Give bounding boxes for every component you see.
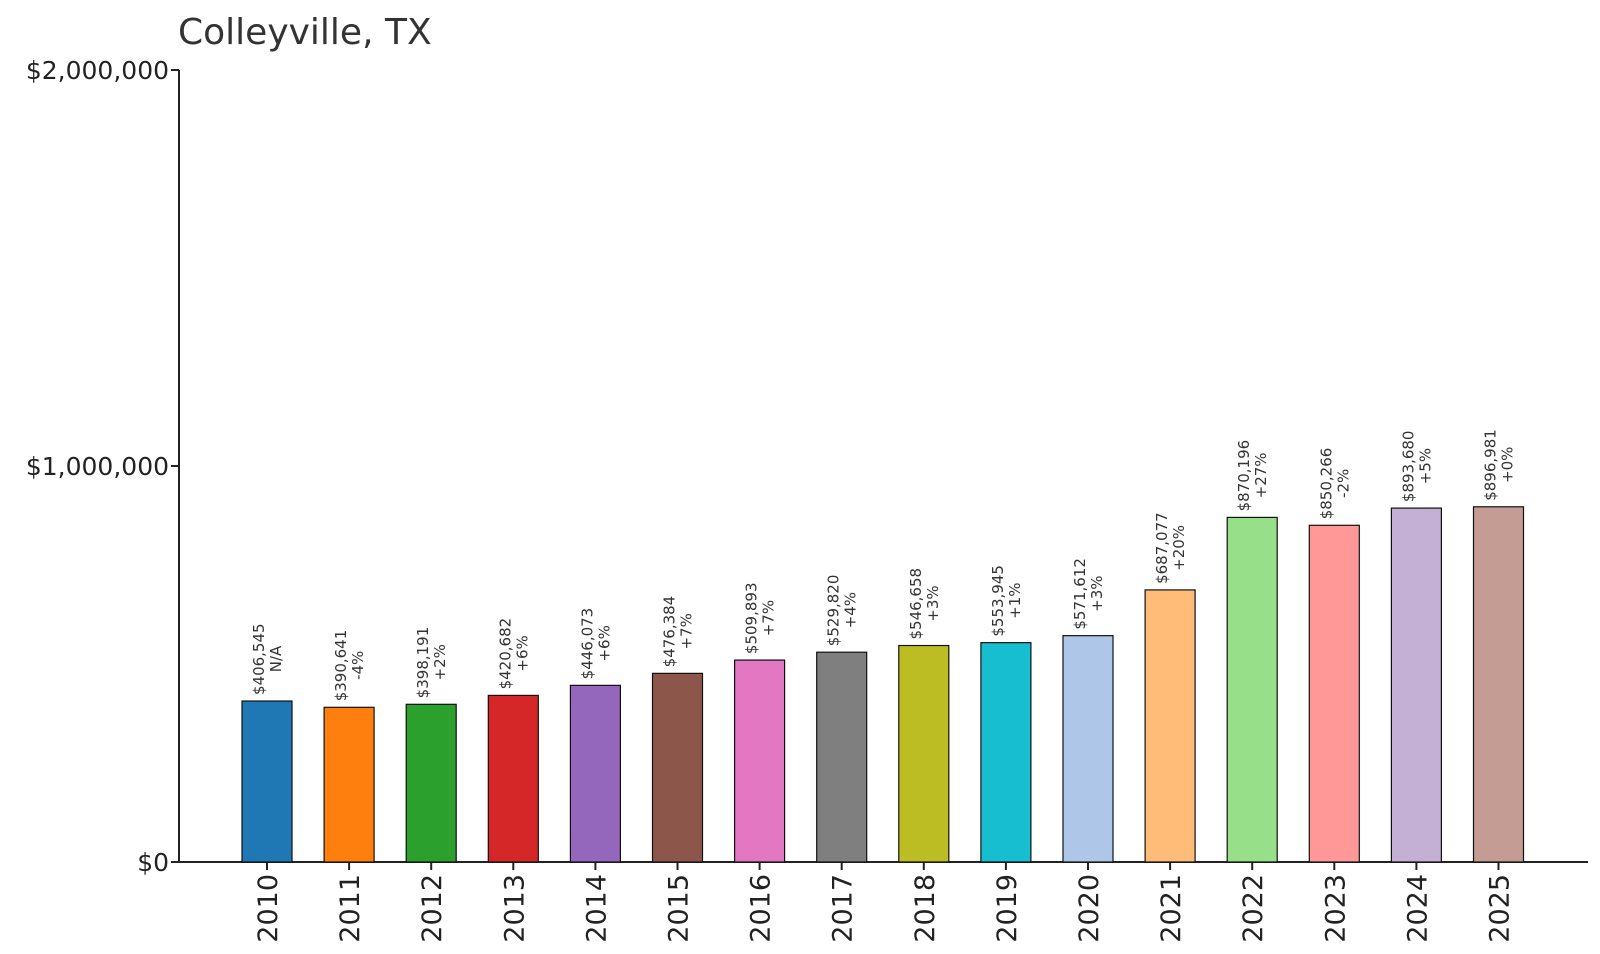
y-axis: $0 $1,000,000 $2,000,000: [26, 56, 180, 877]
bar-2013: [487, 694, 539, 863]
bar-change-label: +6%: [513, 635, 531, 671]
bar-change-label: +0%: [1499, 447, 1517, 483]
bar-change-label: +3%: [924, 585, 942, 621]
bar-2011: [323, 706, 375, 863]
bar-change-label: -2%: [1334, 469, 1352, 498]
bar-value-label: $687,077: [1153, 512, 1171, 584]
x-tick-label: 2020: [1074, 874, 1105, 943]
x-tick-label: 2012: [417, 874, 448, 943]
bar-value-label: $446,073: [578, 608, 596, 680]
bar-2014: [569, 684, 622, 863]
bar-value-label: $870,196: [1235, 440, 1253, 512]
bar-2024: [1390, 507, 1443, 863]
x-tick-label: 2025: [1485, 874, 1516, 943]
x-tick-label: 2010: [253, 874, 284, 943]
bar-change-label: +20%: [1170, 525, 1188, 571]
bar-2010: [241, 700, 293, 863]
x-tick-label: 2017: [828, 874, 859, 943]
bar-2023: [1308, 524, 1360, 863]
bars: [241, 506, 1525, 863]
bar-change-label: +5%: [1416, 448, 1434, 484]
x-tick-label: 2024: [1402, 874, 1433, 943]
x-tick-label: 2014: [581, 874, 612, 943]
bar-value-label: $850,266: [1317, 448, 1335, 520]
bar-2020: [1062, 635, 1114, 863]
bar-2012: [405, 703, 457, 863]
bar-value-label: $390,641: [332, 630, 350, 702]
x-axis: 2010 2011 2012 2013 2014 2015 2016 2017 2018 2019…: [179, 861, 1588, 943]
bar-change-label: +7%: [678, 613, 696, 649]
bar-change-label: +4%: [842, 592, 860, 628]
bar-value-label: $509,893: [743, 583, 761, 655]
bar-change-label: +6%: [595, 625, 613, 661]
bar-2015: [651, 672, 704, 863]
bar-2017: [816, 651, 868, 863]
bar-2022: [1226, 516, 1278, 863]
bar-change-label: +2%: [431, 644, 449, 680]
bar-2018: [898, 644, 950, 863]
bar-2025: [1472, 506, 1525, 863]
bar-value-label: $398,191: [414, 627, 432, 699]
bar-2019: [980, 642, 1032, 863]
bar-change-label: +7%: [760, 600, 778, 636]
x-tick-label: 2021: [1156, 874, 1187, 943]
bar-value-label: $893,680: [1399, 431, 1417, 503]
x-tick-label: 2013: [499, 874, 530, 943]
bar-change-label: N/A: [267, 645, 285, 672]
y-tick-label: $1,000,000: [26, 452, 169, 481]
bar-value-label: $420,682: [496, 618, 514, 690]
y-tick-label: $0: [137, 848, 169, 877]
bar-change-label: +27%: [1252, 452, 1270, 498]
y-tick-label: $2,000,000: [26, 56, 169, 85]
x-tick-label: 2015: [664, 874, 695, 943]
x-tick-label: 2019: [992, 874, 1023, 943]
bar-labels: $406,545 N/A $390,641 -4% $398,191 +2% $420,68…: [250, 429, 1517, 701]
bar-value-label: $571,612: [1071, 558, 1089, 630]
bar-value-label: $406,545: [250, 623, 268, 695]
chart-title: Colleyville, TX: [178, 12, 432, 53]
x-tick-label: 2022: [1238, 874, 1269, 943]
bar-2021: [1144, 589, 1196, 863]
bar-change-label: -4%: [349, 651, 367, 680]
bar-change-label: +3%: [1088, 575, 1106, 611]
bar-value-label: $553,945: [989, 565, 1007, 637]
x-tick-label: 2023: [1320, 874, 1351, 943]
x-tick-label: 2011: [335, 874, 366, 943]
bar-value-label: $546,658: [907, 568, 925, 640]
bar-value-label: $896,981: [1482, 429, 1500, 501]
x-tick-label: 2018: [910, 874, 941, 943]
x-tick-label: 2016: [746, 874, 777, 943]
bar-value-label: $476,384: [661, 596, 679, 668]
bar-change-label: +1%: [1006, 582, 1024, 618]
bar-value-label: $529,820: [825, 575, 843, 647]
bar-2016: [733, 659, 786, 863]
